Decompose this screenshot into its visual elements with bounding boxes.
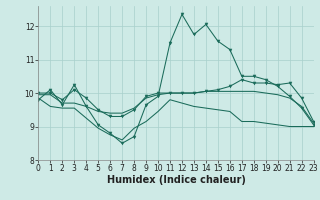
X-axis label: Humidex (Indice chaleur): Humidex (Indice chaleur): [107, 175, 245, 185]
